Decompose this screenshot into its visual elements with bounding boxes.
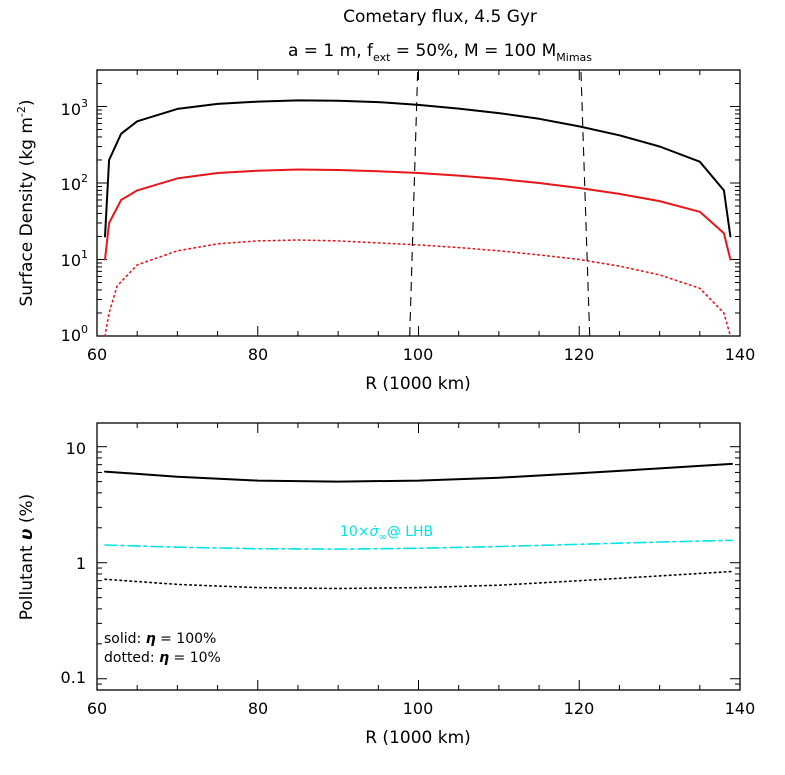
x-tick-label: 100 bbox=[403, 699, 434, 718]
y-axis-label-top: Surface Density (kg m-2) bbox=[15, 99, 37, 306]
legend-dotted: dotted: η = 10% bbox=[104, 650, 221, 666]
series-line-1-2 bbox=[104, 168, 732, 261]
y-tick-label: 103 bbox=[61, 97, 88, 119]
chart-subtitle: a = 1 m, fext = 50%, M = 100 MMimas bbox=[288, 41, 592, 64]
series-line-2-1 bbox=[104, 462, 733, 483]
surface-density-panel: 60 80 100 120 140 100 101 102 103 R (100… bbox=[15, 69, 755, 394]
plot-frame-top bbox=[96, 69, 741, 337]
y-tick-label: 10 bbox=[66, 439, 86, 458]
x-tick-label: 60 bbox=[87, 345, 107, 364]
y-tick-label: 100 bbox=[61, 323, 88, 345]
x-tick-labels-bottom: 60 80 100 120 140 bbox=[87, 699, 755, 718]
tick-marks-top bbox=[96, 69, 741, 337]
x-tick-label: 120 bbox=[564, 699, 595, 718]
x-tick-label: 140 bbox=[725, 699, 756, 718]
series-line-2-2 bbox=[104, 539, 733, 550]
x-axis-label-bottom: R (1000 km) bbox=[365, 728, 471, 748]
series-line-2-3 bbox=[104, 570, 733, 590]
series-line-1-4 bbox=[409, 69, 419, 337]
x-tick-labels-top: 60 80 100 120 140 bbox=[87, 345, 755, 364]
x-axis-label-top: R (1000 km) bbox=[365, 374, 471, 394]
series-line-1-5 bbox=[580, 69, 591, 337]
series-line-1-3 bbox=[104, 239, 732, 337]
series-lines-top bbox=[104, 69, 732, 337]
y-tick-labels-top: 100 101 102 103 bbox=[61, 97, 88, 345]
x-tick-label: 100 bbox=[403, 345, 434, 364]
x-tick-label: 140 bbox=[725, 345, 756, 364]
x-tick-label: 120 bbox=[564, 345, 595, 364]
tick-marks-bottom bbox=[96, 423, 741, 691]
series-lines-bottom bbox=[104, 462, 733, 590]
y-tick-label: 102 bbox=[61, 172, 88, 194]
x-tick-label: 80 bbox=[248, 699, 268, 718]
legend-solid: solid: η = 100% bbox=[104, 631, 216, 647]
x-tick-label: 80 bbox=[248, 345, 268, 364]
y-tick-label: 101 bbox=[61, 248, 88, 270]
x-tick-label: 60 bbox=[87, 699, 107, 718]
y-tick-label: 1 bbox=[76, 554, 86, 573]
y-tick-labels-bottom: 0.1 1 10 bbox=[61, 439, 86, 687]
y-axis-label-bottom: Pollutant υ (%) bbox=[17, 494, 37, 621]
pollutant-panel: 60 80 100 120 140 0.1 1 10 R (1000 km) P… bbox=[17, 422, 755, 748]
series-line-1-1 bbox=[104, 99, 732, 238]
y-tick-label: 0.1 bbox=[61, 668, 86, 687]
chart-title: Cometary flux, 4.5 Gyr bbox=[343, 7, 537, 27]
lhb-annotation: 10×σ̇∞@ LHB bbox=[340, 524, 433, 543]
